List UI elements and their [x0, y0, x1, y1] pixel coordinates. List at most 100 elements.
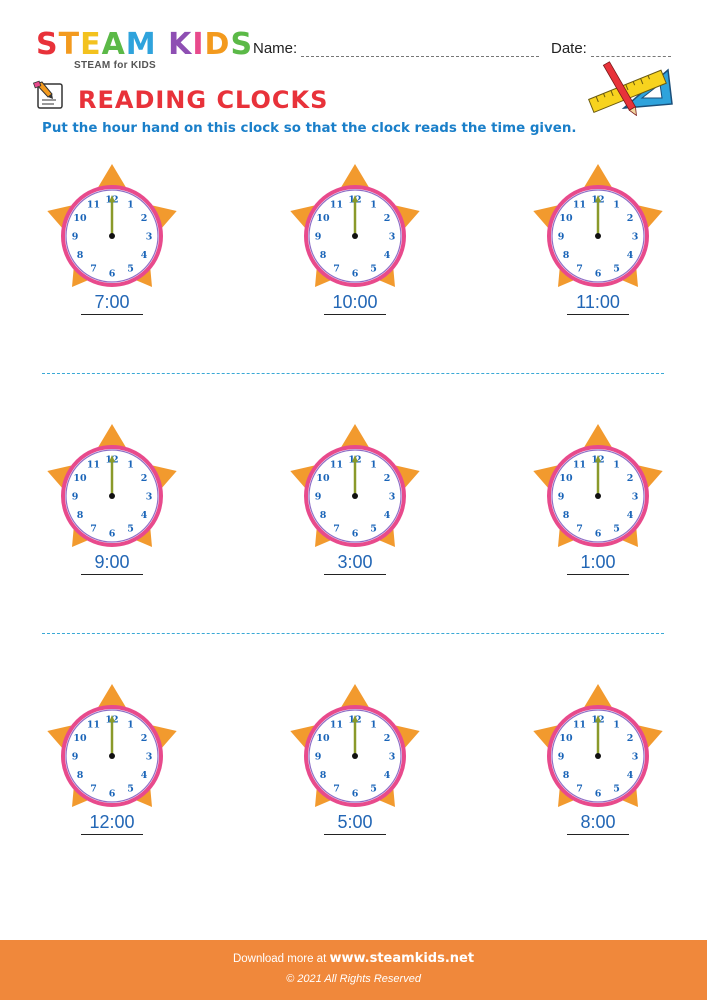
time-label: 3:00 — [285, 552, 425, 575]
clock-number: 10 — [73, 733, 87, 744]
name-line[interactable] — [301, 42, 540, 57]
clock-number: 6 — [109, 269, 116, 280]
minute-hand-tip — [595, 715, 601, 722]
clock-number: 2 — [141, 733, 148, 744]
name-field[interactable]: Name: — [253, 40, 540, 57]
logo-letter: E — [80, 27, 102, 62]
footer-download-text: Download more at — [232, 953, 327, 965]
worksheet-pencil-icon — [32, 80, 63, 109]
clock-center-dot — [595, 753, 601, 759]
clock-number: 9 — [558, 492, 565, 503]
clock-number: 1 — [370, 200, 377, 211]
clock-number: 3 — [632, 752, 639, 763]
clock-number: 8 — [320, 770, 327, 781]
clock-inner-ring — [551, 709, 645, 803]
clock-number: 1 — [613, 200, 620, 211]
clock-number: 6 — [109, 529, 116, 540]
clock-number: 9 — [72, 492, 79, 503]
clock-face[interactable]: 121234567891011 — [42, 150, 182, 290]
clock-number: 7 — [90, 784, 97, 795]
clock-number: 4 — [384, 250, 391, 261]
clock-number: 9 — [558, 232, 565, 243]
clock-number: 4 — [141, 250, 148, 261]
clock-number: 11 — [330, 200, 343, 211]
time-value: 8:00 — [567, 812, 629, 835]
clock-number: 9 — [315, 232, 322, 243]
clock-number: 9 — [315, 492, 322, 503]
clock-number: 10 — [559, 733, 573, 744]
clock-face[interactable]: 121234567891011 — [42, 410, 182, 550]
clock-number: 7 — [333, 524, 340, 535]
clock-item[interactable]: 12123456789101112:00 — [42, 670, 182, 835]
clock-number: 2 — [384, 213, 391, 224]
time-label: 5:00 — [285, 812, 425, 835]
clock-number: 7 — [333, 264, 340, 275]
minute-hand-tip — [352, 455, 358, 462]
clock-number: 3 — [146, 232, 153, 243]
clock-number: 10 — [559, 213, 573, 224]
clock-center-dot — [109, 753, 115, 759]
time-value: 10:00 — [324, 292, 386, 315]
logo-letter: T — [58, 27, 81, 62]
time-value: 5:00 — [324, 812, 386, 835]
clock-number: 5 — [370, 264, 377, 275]
clock-inner-ring — [65, 709, 159, 803]
clock-face[interactable]: 121234567891011 — [528, 670, 668, 810]
date-field[interactable]: Date: — [551, 40, 671, 57]
clock-number: 4 — [141, 770, 148, 781]
clock-face[interactable]: 121234567891011 — [42, 670, 182, 810]
steam-kids-logo: STEAM KIDS STEAM for KIDS — [36, 27, 252, 72]
logo-subtitle: STEAM for KIDS — [74, 60, 156, 71]
clock-item[interactable]: 1212345678910115:00 — [285, 670, 425, 835]
time-value: 1:00 — [567, 552, 629, 575]
clock-number: 11 — [573, 720, 586, 731]
clock-number: 11 — [87, 460, 100, 471]
row-divider — [42, 373, 664, 374]
clock-number: 4 — [627, 770, 634, 781]
clock-number: 2 — [141, 213, 148, 224]
clock-item[interactable]: 12123456789101110:00 — [285, 150, 425, 315]
clock-number: 1 — [127, 460, 134, 471]
clock-item[interactable]: 1212345678910111:00 — [528, 410, 668, 575]
clock-number: 8 — [563, 770, 570, 781]
clock-center-dot — [109, 493, 115, 499]
clock-number: 11 — [573, 460, 586, 471]
logo-letter: D — [204, 27, 231, 62]
clock-item[interactable]: 1212345678910113:00 — [285, 410, 425, 575]
clock-face[interactable]: 121234567891011 — [285, 670, 425, 810]
time-value: 12:00 — [81, 812, 143, 835]
minute-hand-tip — [109, 715, 115, 722]
clock-number: 2 — [627, 473, 634, 484]
footer-bar — [0, 940, 707, 1000]
clock-number: 8 — [77, 510, 84, 521]
clock-number: 1 — [127, 200, 134, 211]
clock-number: 3 — [632, 232, 639, 243]
clock-face[interactable]: 121234567891011 — [528, 410, 668, 550]
clock-number: 5 — [613, 524, 620, 535]
clock-number: 8 — [320, 510, 327, 521]
clock-item[interactable]: 1212345678910118:00 — [528, 670, 668, 835]
clock-number: 4 — [627, 250, 634, 261]
clock-inner-ring — [308, 189, 402, 283]
clock-number: 3 — [389, 232, 396, 243]
clock-face[interactable]: 121234567891011 — [285, 410, 425, 550]
clock-item[interactable]: 12123456789101111:00 — [528, 150, 668, 315]
clock-number: 7 — [90, 524, 97, 535]
footer-site-link[interactable]: www.steamkids.net — [329, 951, 475, 966]
instruction-text: Put the hour hand on this clock so that … — [42, 121, 577, 136]
date-line[interactable] — [590, 42, 671, 57]
clock-face[interactable]: 121234567891011 — [285, 150, 425, 290]
clock-number: 4 — [627, 510, 634, 521]
clock-number: 6 — [109, 789, 116, 800]
clock-number: 1 — [370, 460, 377, 471]
time-label: 8:00 — [528, 812, 668, 835]
time-label: 7:00 — [42, 292, 182, 315]
clock-item[interactable]: 1212345678910117:00 — [42, 150, 182, 315]
clock-number: 4 — [141, 510, 148, 521]
time-value: 7:00 — [81, 292, 143, 315]
logo-letter: S — [36, 27, 59, 62]
clock-face[interactable]: 121234567891011 — [528, 150, 668, 290]
clock-number: 10 — [73, 473, 87, 484]
clock-item[interactable]: 1212345678910119:00 — [42, 410, 182, 575]
logo-letter: M — [125, 27, 157, 62]
